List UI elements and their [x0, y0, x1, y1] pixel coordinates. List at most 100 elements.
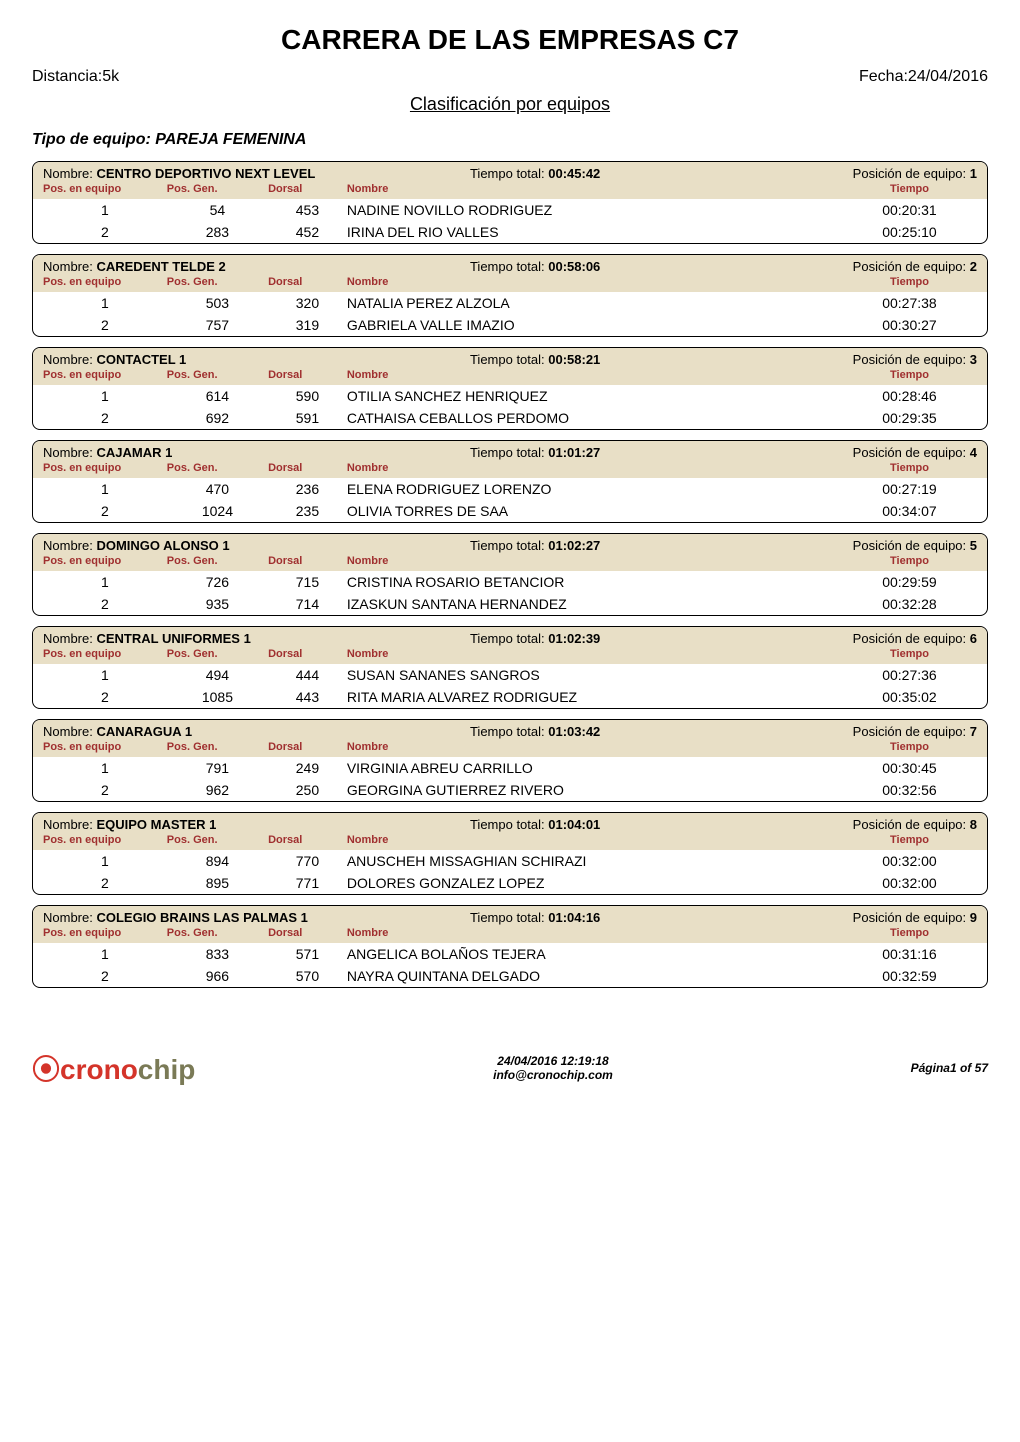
cell-pos-gen: 726 [167, 574, 268, 590]
table-row: 1894770ANUSCHEH MISSAGHIAN SCHIRAZI00:32… [33, 850, 987, 872]
cell-tiempo: 00:30:27 [842, 317, 977, 333]
team-block: Nombre: CENTRAL UNIFORMES 1Tiempo total:… [32, 626, 988, 709]
col-tiempo: Tiempo [842, 462, 977, 474]
logo-part1: crono [60, 1054, 138, 1085]
cell-nombre: OTILIA SANCHEZ HENRIQUEZ [347, 388, 842, 404]
cell-nombre: CRISTINA ROSARIO BETANCIOR [347, 574, 842, 590]
team-name: Nombre: DOMINGO ALONSO 1 [43, 538, 470, 553]
col-tiempo: Tiempo [842, 183, 977, 195]
cell-dorsal: 320 [268, 295, 347, 311]
cell-dorsal: 250 [268, 782, 347, 798]
col-dorsal: Dorsal [268, 927, 347, 939]
cell-nombre: VIRGINIA ABREU CARRILLO [347, 760, 842, 776]
team-total-time: Tiempo total: 00:58:06 [470, 259, 737, 274]
team-name: Nombre: CANARAGUA 1 [43, 724, 470, 739]
cell-dorsal: 715 [268, 574, 347, 590]
col-pos-gen: Pos. Gen. [167, 927, 268, 939]
col-pos-gen: Pos. Gen. [167, 276, 268, 288]
col-pos-eq: Pos. en equipo [43, 276, 167, 288]
cell-nombre: ANGELICA BOLAÑOS TEJERA [347, 946, 842, 962]
team-total-time: Tiempo total: 00:58:21 [470, 352, 737, 367]
cell-pos-eq: 1 [43, 388, 167, 404]
col-pos-eq: Pos. en equipo [43, 462, 167, 474]
col-dorsal: Dorsal [268, 369, 347, 381]
cell-pos-eq: 2 [43, 317, 167, 333]
cell-tiempo: 00:32:00 [842, 875, 977, 891]
teams-container: Nombre: CENTRO DEPORTIVO NEXT LEVELTiemp… [32, 161, 988, 988]
team-header: Nombre: CENTRO DEPORTIVO NEXT LEVELTiemp… [33, 162, 987, 181]
cell-dorsal: 249 [268, 760, 347, 776]
col-dorsal: Dorsal [268, 183, 347, 195]
team-total-time: Tiempo total: 01:02:39 [470, 631, 737, 646]
team-block: Nombre: CAJAMAR 1Tiempo total: 01:01:27P… [32, 440, 988, 523]
col-nombre: Nombre [347, 276, 842, 288]
table-row: 1494444SUSAN SANANES SANGROS00:27:36 [33, 664, 987, 686]
footer-email: info@cronochip.com [195, 1068, 910, 1082]
cell-pos-gen: 966 [167, 968, 268, 984]
cell-nombre: NADINE NOVILLO RODRIGUEZ [347, 202, 842, 218]
cell-pos-eq: 1 [43, 853, 167, 869]
team-total-time: Tiempo total: 01:02:27 [470, 538, 737, 553]
cell-nombre: RITA MARIA ALVAREZ RODRIGUEZ [347, 689, 842, 705]
cell-pos-eq: 1 [43, 667, 167, 683]
cell-pos-gen: 757 [167, 317, 268, 333]
column-header: Pos. en equipoPos. Gen.DorsalNombreTiemp… [33, 553, 987, 571]
cell-pos-eq: 1 [43, 574, 167, 590]
col-tiempo: Tiempo [842, 741, 977, 753]
col-pos-gen: Pos. Gen. [167, 183, 268, 195]
cell-pos-gen: 283 [167, 224, 268, 240]
table-row: 1470236ELENA RODRIGUEZ LORENZO00:27:19 [33, 478, 987, 500]
team-header: Nombre: COLEGIO BRAINS LAS PALMAS 1Tiemp… [33, 906, 987, 925]
team-block: Nombre: COLEGIO BRAINS LAS PALMAS 1Tiemp… [32, 905, 988, 988]
cell-dorsal: 591 [268, 410, 347, 426]
col-pos-gen: Pos. Gen. [167, 741, 268, 753]
team-block: Nombre: CAREDENT TELDE 2Tiempo total: 00… [32, 254, 988, 337]
column-header: Pos. en equipoPos. Gen.DorsalNombreTiemp… [33, 925, 987, 943]
col-pos-eq: Pos. en equipo [43, 834, 167, 846]
cell-pos-gen: 692 [167, 410, 268, 426]
team-header: Nombre: CONTACTEL 1Tiempo total: 00:58:2… [33, 348, 987, 367]
col-nombre: Nombre [347, 555, 842, 567]
cell-pos-eq: 2 [43, 689, 167, 705]
cell-pos-gen: 894 [167, 853, 268, 869]
team-total-time: Tiempo total: 00:45:42 [470, 166, 737, 181]
cell-nombre: GABRIELA VALLE IMAZIO [347, 317, 842, 333]
cell-pos-gen: 1085 [167, 689, 268, 705]
cell-tiempo: 00:20:31 [842, 202, 977, 218]
team-header: Nombre: CANARAGUA 1Tiempo total: 01:03:4… [33, 720, 987, 739]
cell-pos-eq: 1 [43, 946, 167, 962]
cell-pos-eq: 1 [43, 295, 167, 311]
cell-dorsal: 453 [268, 202, 347, 218]
col-tiempo: Tiempo [842, 369, 977, 381]
distance-value: 5k [102, 68, 119, 85]
cell-pos-gen: 962 [167, 782, 268, 798]
cell-nombre: SUSAN SANANES SANGROS [347, 667, 842, 683]
col-pos-gen: Pos. Gen. [167, 648, 268, 660]
table-row: 2962250GEORGINA GUTIERREZ RIVERO00:32:56 [33, 779, 987, 801]
col-nombre: Nombre [347, 834, 842, 846]
cell-tiempo: 00:29:35 [842, 410, 977, 426]
table-row: 1614590OTILIA SANCHEZ HENRIQUEZ00:28:46 [33, 385, 987, 407]
cell-dorsal: 444 [268, 667, 347, 683]
cell-pos-gen: 494 [167, 667, 268, 683]
col-pos-gen: Pos. Gen. [167, 555, 268, 567]
team-position: Posición de equipo: 2 [737, 259, 977, 274]
col-tiempo: Tiempo [842, 834, 977, 846]
cell-dorsal: 452 [268, 224, 347, 240]
cell-dorsal: 319 [268, 317, 347, 333]
cell-tiempo: 00:32:00 [842, 853, 977, 869]
team-position: Posición de equipo: 5 [737, 538, 977, 553]
distance: Distancia:5k [32, 68, 119, 86]
col-pos-gen: Pos. Gen. [167, 462, 268, 474]
team-name: Nombre: CONTACTEL 1 [43, 352, 470, 367]
col-nombre: Nombre [347, 183, 842, 195]
cell-dorsal: 570 [268, 968, 347, 984]
table-row: 21024235OLIVIA TORRES DE SAA00:34:07 [33, 500, 987, 522]
cell-pos-gen: 54 [167, 202, 268, 218]
cell-dorsal: 770 [268, 853, 347, 869]
col-pos-eq: Pos. en equipo [43, 555, 167, 567]
col-dorsal: Dorsal [268, 648, 347, 660]
cell-pos-gen: 1024 [167, 503, 268, 519]
cell-tiempo: 00:28:46 [842, 388, 977, 404]
team-position: Posición de equipo: 6 [737, 631, 977, 646]
